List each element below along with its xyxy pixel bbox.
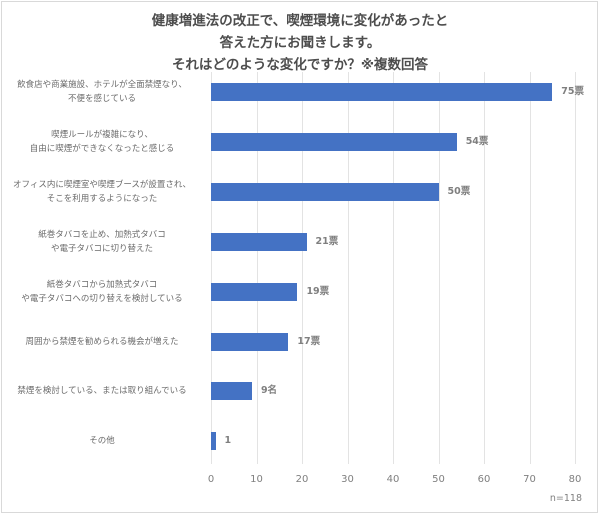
data-label: 19票 [306, 285, 330, 297]
sample-size-note: n=118 [549, 493, 582, 504]
x-tick-label: 50 [432, 474, 445, 485]
chart-title: 健康増進法の改正で、喫煙環境に変化があったと 答えた方にお聞きします。 それはど… [0, 10, 600, 76]
data-label: 17票 [297, 335, 321, 347]
bar [211, 132, 457, 151]
x-tick-label: 70 [523, 474, 536, 485]
gridline [347, 72, 349, 464]
category-label-line: 飲食店や商業施設、ホテルが全面禁煙なり、 [17, 80, 187, 90]
bar [211, 83, 553, 101]
gridline [575, 72, 576, 464]
category-label-line: 自由に喫煙ができなくなったと感じる [29, 143, 175, 154]
bar [211, 232, 307, 251]
gridline [438, 72, 440, 464]
gridline [529, 72, 531, 464]
title-line-3: それはどのような変化ですか？※複数回答 [171, 57, 429, 73]
category-label: その他 [2, 434, 202, 448]
bar [211, 382, 252, 401]
title-line-1: 健康増進法の改正で、喫煙環境に変化があったと [151, 13, 449, 29]
bar [211, 182, 439, 201]
x-tick-label: 10 [250, 474, 263, 485]
x-tick-label: 80 [568, 474, 582, 485]
plot-area: 75票 54票 50票 21票 19票 17票 9名 1 [211, 72, 584, 464]
data-label: 54票 [465, 135, 489, 147]
x-tick-label: 20 [295, 474, 309, 485]
category-label-line: そこを利用するようになった [46, 193, 158, 204]
category-label-line: 周囲から禁煙を勧められる機会が増えた [25, 336, 179, 347]
category-label-line: 禁煙を検討している、または取り組んでいる [17, 386, 187, 397]
category-label: 紙巻タバコを止め、加熱式タバコ や電子タバコに切り替えた [2, 228, 202, 256]
x-tick-label: 60 [477, 474, 491, 485]
gridline [256, 72, 258, 464]
x-tick-label: 0 [207, 474, 215, 485]
data-label: 50票 [447, 185, 471, 197]
category-label-line: 紙巻タバコから加熱式タバコ [46, 279, 158, 290]
x-tick-label: 30 [341, 474, 354, 485]
category-label: 周囲から禁煙を勧められる機会が増えた [2, 335, 202, 349]
category-label-line: その他 [89, 436, 115, 447]
category-label: オフィス内に喫煙室や喫煙ブースが設置され、 そこを利用するようになった [2, 178, 202, 206]
category-label: 喫煙ルールが複雑になり、自由に喫煙ができなくなったと感じる [2, 128, 202, 156]
category-label: 禁煙を検討している、または取り組んでいる [2, 384, 202, 398]
title-line-2: 答えた方にお聞きします。 [219, 35, 381, 51]
category-label-line: オフィス内に喫煙室や喫煙ブースが設置され、 [13, 179, 191, 190]
category-label: 飲食店や商業施設、ホテルが全面禁煙なり、 不便を感じている [2, 78, 202, 106]
gridline [211, 72, 212, 464]
gridline [393, 72, 394, 464]
x-tick-label: 40 [386, 474, 400, 485]
data-label: 75票 [561, 86, 584, 97]
category-label-line: や電子タバコに切り替えた [50, 243, 153, 254]
category-label-line: 喫煙ルールが複雑になり、 [51, 129, 153, 140]
gridline [484, 72, 485, 464]
bar [211, 332, 289, 351]
data-label: 1 [224, 435, 232, 447]
category-label-line: 不便を感じている [67, 94, 136, 104]
category-label-line: 紙巻タバコを止め、加熱式タバコ [38, 229, 166, 240]
data-label: 9名 [260, 385, 278, 397]
category-label-line: や電子タバコへの切り替えを検討している [21, 293, 183, 304]
data-label: 21票 [315, 235, 339, 247]
category-label: 紙巻タバコから加熱式タバコや電子タバコへの切り替えを検討している [2, 278, 202, 306]
bar [211, 282, 298, 301]
bar [211, 432, 216, 451]
gridline [302, 72, 303, 464]
